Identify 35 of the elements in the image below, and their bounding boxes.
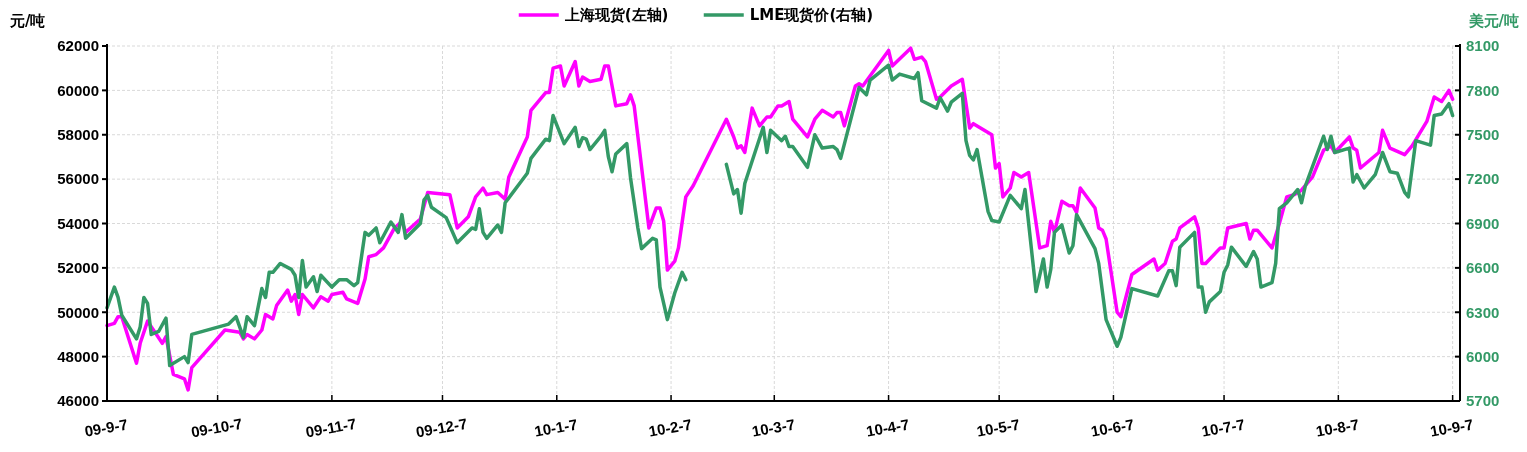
y-tick-label: 60000 — [57, 81, 99, 99]
y2-tick-label: 5700 — [1466, 392, 1500, 410]
x-tick-label: 10-9-7 — [1428, 415, 1475, 440]
y-tick-label: 48000 — [57, 347, 99, 365]
y2-tick-label: 6000 — [1466, 347, 1500, 365]
y-tick-label: 52000 — [57, 259, 99, 277]
x-tick-label: 10-3-7 — [750, 415, 797, 440]
y-tick-label: 62000 — [57, 37, 99, 55]
x-tick-label: 10-2-7 — [647, 415, 693, 440]
y2-tick-label: 7800 — [1466, 81, 1500, 99]
y-tick-label: 56000 — [57, 170, 99, 188]
legend-label: 上海现货(左轴) — [563, 6, 669, 24]
legend-label: LME现货价(右轴) — [749, 6, 874, 24]
y-tick-label: 46000 — [57, 392, 99, 410]
y-tick-label: 54000 — [57, 214, 99, 232]
x-tick-label: 09-9-7 — [83, 415, 129, 440]
y2-axis-title: 美元/吨 — [1467, 12, 1519, 30]
y2-tick-label: 8100 — [1466, 37, 1500, 55]
x-tick-label: 10-5-7 — [975, 415, 1022, 440]
x-tick-label: 10-4-7 — [864, 415, 911, 440]
x-tick-label: 10-7-7 — [1200, 415, 1246, 440]
x-tick-label: 09-10-7 — [189, 414, 244, 441]
x-tick-label: 09-11-7 — [304, 414, 358, 441]
y-tick-label: 58000 — [57, 126, 99, 143]
x-tick-label: 10-6-7 — [1089, 415, 1136, 440]
x-tick-label: 10-1-7 — [532, 415, 579, 440]
y-tick-label: 50000 — [57, 303, 99, 321]
y2-tick-label: 6300 — [1466, 303, 1500, 321]
x-tick-label: 10-8-7 — [1314, 415, 1361, 440]
x-tick-label: 09-12-7 — [414, 414, 469, 441]
y-axis-title: 元/吨 — [9, 12, 46, 30]
y2-tick-label: 7200 — [1466, 170, 1500, 188]
y2-tick-label: 6900 — [1466, 214, 1500, 232]
y2-tick-label: 7500 — [1466, 126, 1500, 143]
y2-tick-label: 6600 — [1466, 259, 1500, 277]
